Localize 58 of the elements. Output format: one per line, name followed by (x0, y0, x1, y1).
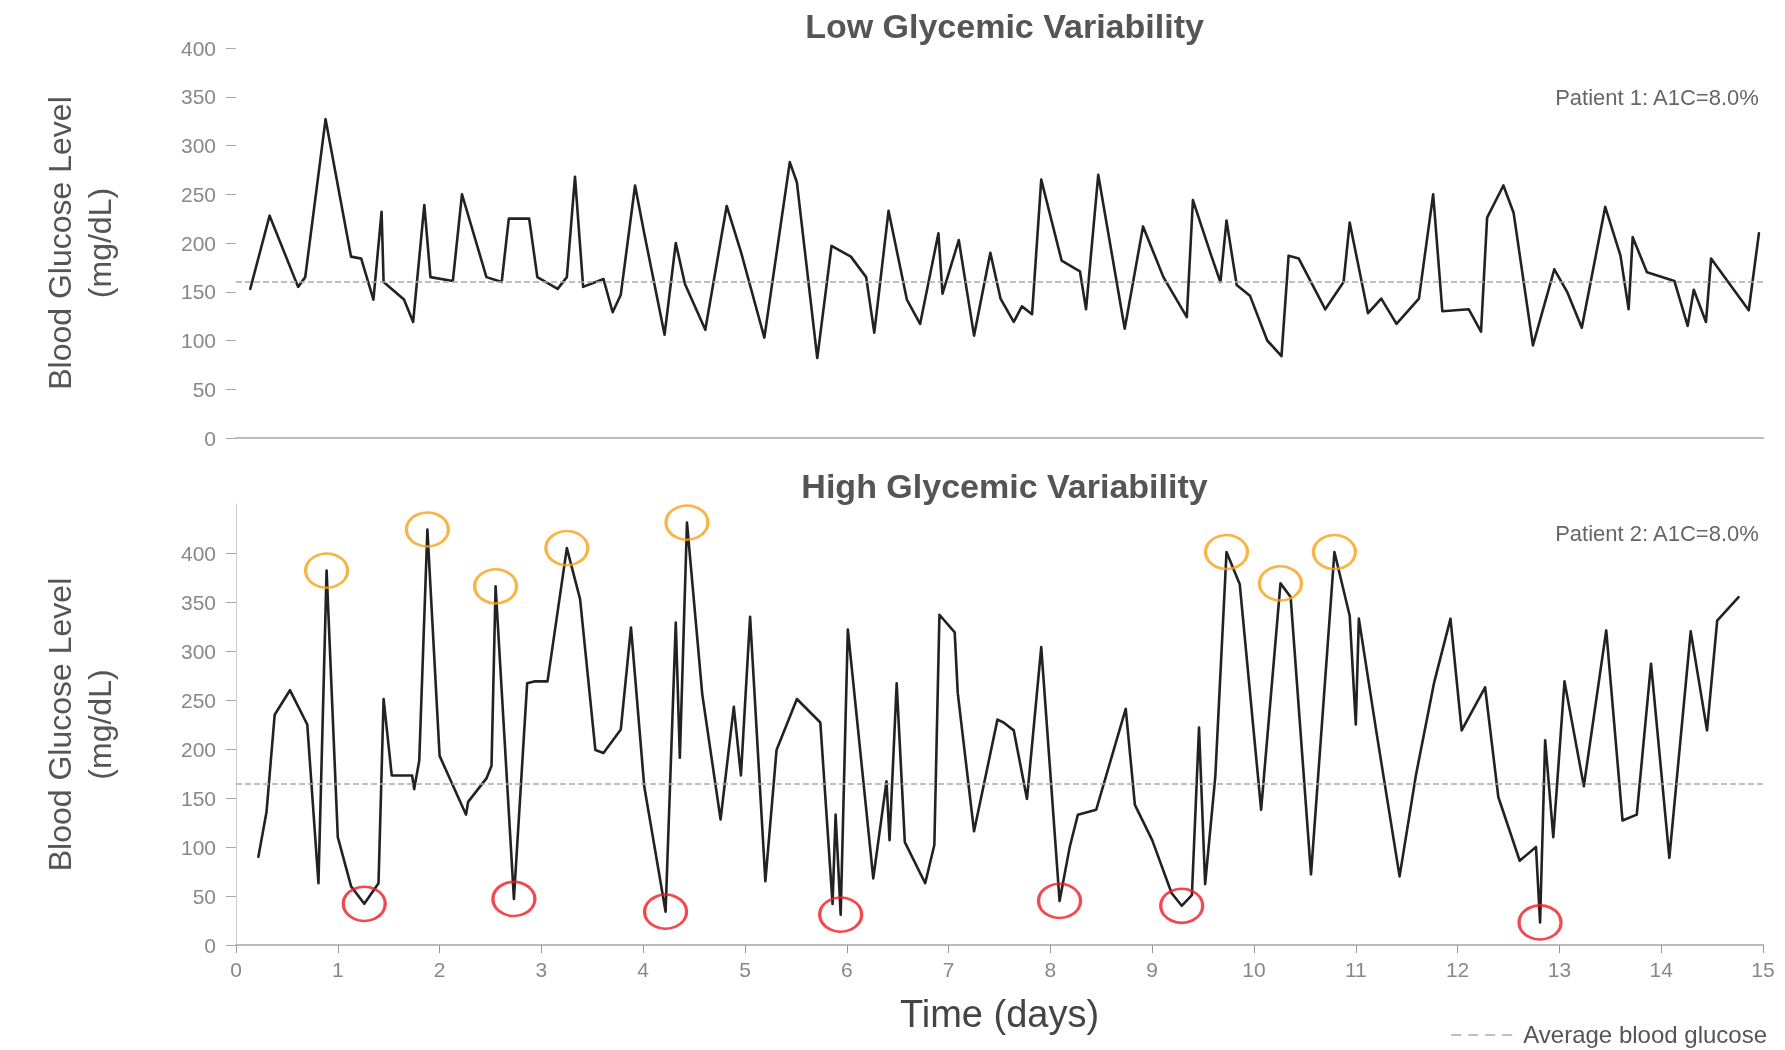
point (544, 529, 590, 567)
y-tick-label: 400 (180, 541, 216, 565)
point (1204, 533, 1250, 571)
chart-title: High Glycemic Variability (801, 467, 1208, 505)
x-tick-label: 1 (331, 958, 344, 981)
x-tick-label: 8 (1044, 958, 1057, 981)
chart-title: Low Glycemic Variability (805, 7, 1204, 45)
y-tick-label: 100 (180, 835, 216, 859)
point (404, 510, 450, 548)
point (1037, 882, 1083, 920)
y-tick-label: 250 (180, 182, 216, 206)
point (1159, 887, 1205, 925)
x-tick-label: 9 (1146, 958, 1159, 981)
point (664, 504, 710, 542)
y-tick-label: 250 (180, 688, 216, 712)
y-tick-label: 50 (192, 884, 216, 908)
y-tick-label: 100 (180, 329, 216, 352)
point (1258, 564, 1303, 602)
y-tick-label: 0 (204, 426, 216, 450)
y-tick-label: 200 (180, 231, 216, 255)
x-tick-label: 14 (1649, 958, 1674, 981)
x-axis-title: Time (days) (899, 993, 1100, 1035)
point (304, 552, 350, 590)
line-series (248, 117, 1761, 360)
x-tick-label: 15 (1751, 958, 1775, 981)
x-tick-label: 11 (1344, 958, 1367, 981)
point (1517, 903, 1563, 941)
y-tick-label: 50 (192, 377, 216, 401)
x-tick-label: 6 (840, 958, 853, 981)
point (1311, 533, 1357, 571)
x-tick-label: 5 (739, 958, 751, 981)
x-tick-label: 3 (535, 958, 548, 981)
y-tick-label: 150 (180, 280, 216, 304)
y-tick-label: 350 (180, 85, 216, 109)
x-tick-label: 13 (1547, 958, 1572, 981)
x-tick-label: 2 (433, 958, 446, 981)
y-axis-title: Blood Glucose Level (mg/dL) (42, 96, 118, 390)
annotation: Patient 1: A1C=8.0% (1555, 84, 1759, 110)
annotation: Patient 2: A1C=8.0% (1555, 520, 1759, 546)
x-tick-label: 12 (1445, 958, 1470, 981)
x-tick-label: 7 (942, 958, 955, 981)
x-tick-label: 0 (230, 958, 242, 981)
y-tick-label: 350 (180, 590, 216, 614)
x-tick-label: 10 (1242, 958, 1266, 981)
y-tick-label: 400 (180, 36, 216, 60)
y-tick-label: 150 (180, 786, 216, 810)
x-tick-label: 4 (637, 958, 650, 981)
point (491, 880, 537, 918)
y-tick-label: 200 (180, 737, 216, 761)
y-axis-title: Blood Glucose Level (mg/dL) (42, 577, 118, 872)
y-tick-label: 300 (180, 639, 216, 663)
point (341, 885, 387, 923)
point (643, 893, 689, 931)
y-tick-label: 300 (180, 134, 216, 157)
legend-label: Average blood glucose (1523, 1020, 1768, 1048)
point (818, 896, 864, 934)
point (473, 567, 519, 605)
y-tick-label: 0 (204, 933, 216, 957)
